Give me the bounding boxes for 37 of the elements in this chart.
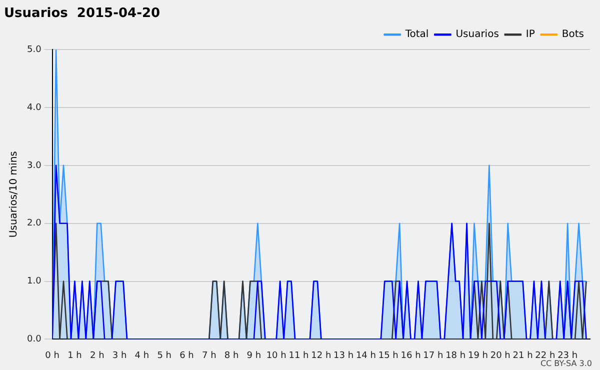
text: CC BY-SA 3.0 — [540, 359, 592, 368]
x-tick-label: 19 h — [468, 350, 488, 361]
x-tick-label: 13 h — [334, 350, 354, 361]
y-tick-label: 0.0 — [26, 334, 42, 345]
x-tick-label: 11 h — [288, 350, 309, 361]
y-tick-label: 3.0 — [26, 160, 42, 171]
x-tick-label: 14 h — [356, 350, 376, 361]
x-tick-label: 10 h — [266, 350, 286, 361]
x-tick-label: 0 h — [45, 350, 60, 361]
x-tick-label: 2 h — [90, 350, 104, 361]
x-tick-label: 20 h — [490, 350, 510, 361]
y-tick-label: 2.0 — [26, 218, 42, 229]
legend-label: IP — [526, 29, 535, 40]
legend-label: Total — [404, 29, 429, 40]
x-tick-label: 6 h — [180, 350, 194, 361]
x-tick-label: 15 h — [378, 350, 398, 361]
x-tick-label: 23 h — [558, 350, 578, 361]
x-tick-label: 9 h — [246, 350, 262, 361]
legend-label: Usuarios — [456, 29, 499, 40]
x-tick-label: 18 h — [446, 350, 466, 361]
y-tick-label: 5.0 — [26, 44, 42, 55]
x-tick-label: 7 h — [202, 350, 216, 361]
y-axis-title: Usuarios/10 mins — [8, 151, 20, 238]
chart-title: Usuarios 2015-04-20 — [4, 6, 160, 22]
x-tick-label: 4 h — [134, 350, 150, 361]
x-tick-label: 16 h — [400, 350, 421, 361]
y-tick-label: 4.0 — [26, 102, 42, 113]
x-tick-label: 5 h — [157, 350, 172, 361]
x-tick-label: 17 h — [423, 350, 444, 361]
x-tick-label: 3 h — [112, 350, 127, 361]
x-tick-label: 22 h — [535, 350, 556, 361]
y-tick-label: 1.0 — [26, 276, 42, 287]
x-tick-label: 21 h — [512, 350, 533, 361]
x-tick-label: 1 h — [68, 350, 82, 361]
legend-label: Bots — [562, 29, 584, 40]
x-tick-label: 12 h — [311, 350, 332, 361]
x-tick-label: 8 h — [224, 350, 239, 361]
